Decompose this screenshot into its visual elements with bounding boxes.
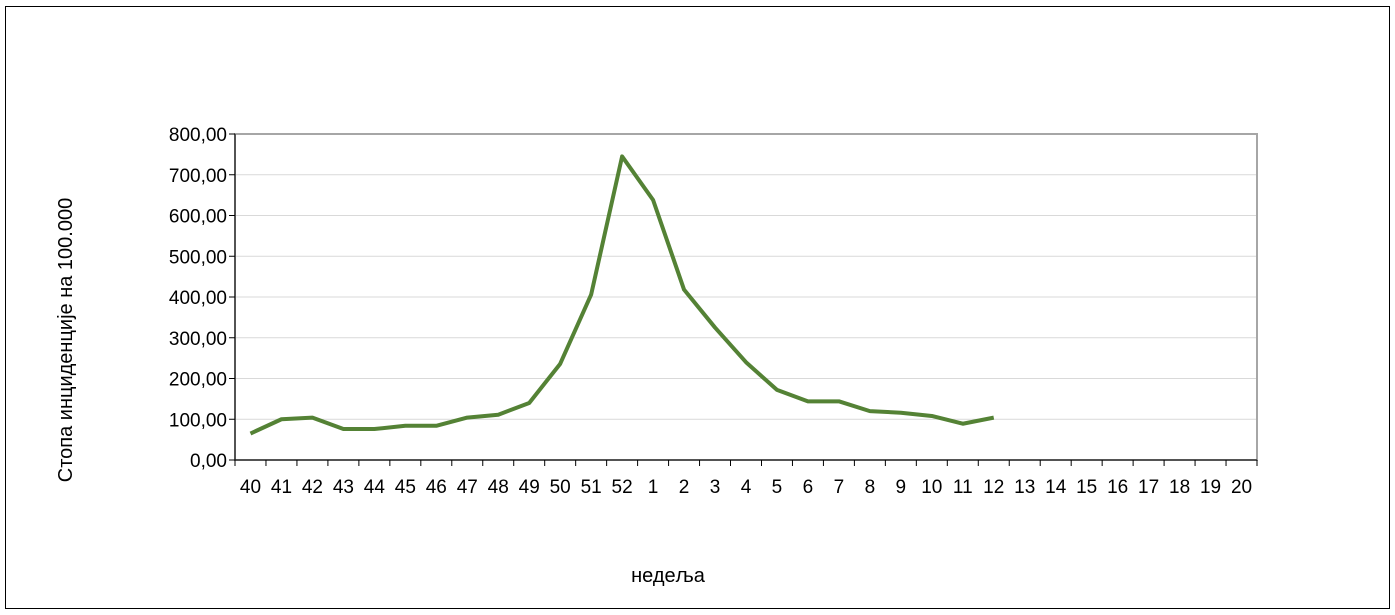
x-tick-label: 4 (741, 477, 752, 498)
x-tick-label: 12 (983, 477, 1004, 498)
x-tick-label: 50 (550, 477, 571, 498)
y-tick-label: 200,00 (169, 370, 227, 391)
x-tick-label: 2 (679, 477, 690, 498)
x-tick-label: 51 (581, 477, 602, 498)
x-tick-label: 43 (333, 477, 354, 498)
x-tick-labels: 40 41 42 43 44 45 46 47 48 49 50 51 52 1 2 3 4 5 6 7 8 9 10 11 1… (240, 477, 1252, 498)
x-tick-label: 16 (1107, 477, 1128, 498)
x-tick-label: 11 (953, 477, 973, 498)
x-tick-label: 47 (457, 477, 478, 498)
x-tick-label: 15 (1076, 477, 1097, 498)
y-tick-labels: 0,00 100,00 200,00 300,00 400,00 500,00 600,00… (169, 125, 227, 472)
x-tick-label: 5 (772, 477, 783, 498)
x-tick-label: 19 (1200, 477, 1221, 498)
x-tick-label: 46 (426, 477, 447, 498)
x-tick-label: 9 (896, 477, 907, 498)
x-tick-label: 45 (395, 477, 416, 498)
x-tick-label: 18 (1169, 477, 1190, 498)
x-tick-label: 14 (1045, 477, 1067, 498)
x-tick-label: 20 (1231, 477, 1252, 498)
x-tick-label: 40 (240, 477, 261, 498)
y-tick-label: 400,00 (169, 288, 227, 309)
x-tick-label: 7 (834, 477, 845, 498)
y-tick-label: 500,00 (169, 247, 227, 268)
x-tick-label: 6 (803, 477, 814, 498)
y-tick-label: 800,00 (169, 125, 227, 146)
y-tick-label: 0,00 (190, 451, 227, 472)
y-tick-label: 600,00 (169, 207, 227, 228)
x-tick-label: 52 (612, 477, 633, 498)
gridlines (235, 174, 1257, 420)
series-line (249, 154, 995, 436)
x-tick-label: 49 (519, 477, 540, 498)
y-tick-label: 300,00 (169, 329, 227, 350)
y-tick-label: 700,00 (169, 166, 227, 187)
y-axis-title: Стопа инциденције на 100.000 (55, 198, 77, 482)
x-tick-label: 41 (271, 477, 292, 498)
x-tick-label: 42 (302, 477, 323, 498)
x-tick-label: 13 (1014, 477, 1035, 498)
y-tick-label: 100,00 (169, 410, 227, 431)
x-tick-label: 3 (710, 477, 721, 498)
x-tick-label: 1 (648, 477, 659, 498)
x-tick-label: 48 (488, 477, 509, 498)
axes (229, 133, 1258, 466)
x-tick-label: 17 (1138, 477, 1159, 498)
x-tick-label: 8 (865, 477, 876, 498)
series-group (249, 154, 995, 436)
x-axis-title: недеља (631, 565, 706, 587)
x-tick-label: 10 (921, 477, 942, 498)
x-tick-label: 44 (364, 477, 386, 498)
